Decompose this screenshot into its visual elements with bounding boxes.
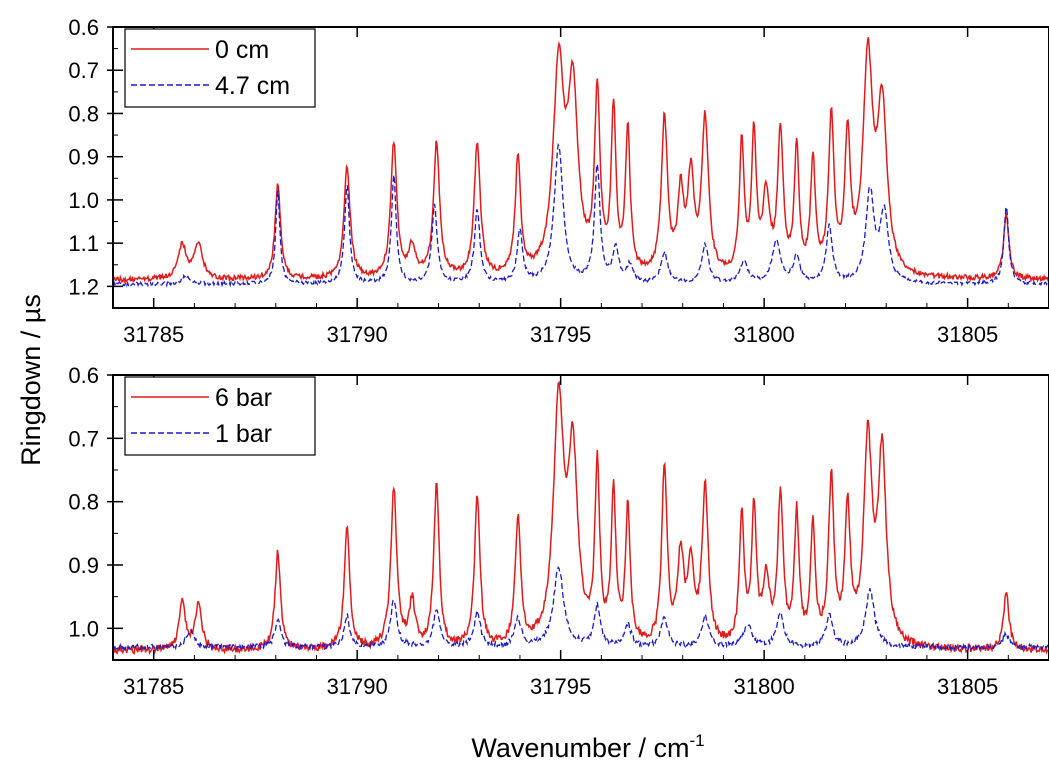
y-tick-label: 1.2 (68, 274, 99, 299)
x-axis-title: Wavenumber / cm-1 (471, 731, 704, 763)
x-tick-label: 31790 (327, 674, 388, 699)
plot-frame (112, 374, 1049, 661)
legend-label: 0 cm (215, 36, 269, 64)
x-tick-label: 31805 (937, 322, 998, 347)
legend: 0 cm 4.7 cm (124, 28, 316, 108)
y-tick-label: 1.1 (68, 231, 99, 256)
x-tick-label: 31790 (327, 322, 388, 347)
panel-top: 31785 31790 31795 31800 31805 0.6 0.7 0.8 0.9 1.0… (68, 15, 1049, 347)
x-tick-label: 31805 (937, 674, 998, 699)
y-tick-label: 0.6 (68, 15, 99, 40)
x-axis-title-base: Wavenumber / cm (471, 733, 689, 763)
y-tick-label: 1.0 (68, 616, 99, 641)
series-line-6-bar (113, 380, 1049, 656)
x-tick-label: 31795 (530, 322, 591, 347)
x-tick-label: 31785 (123, 674, 184, 699)
y-tick-label: 0.9 (68, 145, 99, 170)
series-line-0-cm (113, 37, 1049, 284)
legend-label: 6 bar (215, 384, 272, 412)
legend-box (124, 28, 316, 108)
y-tick-label: 0.8 (68, 101, 99, 126)
x-axis-title-sup: -1 (689, 731, 704, 750)
x-tick-label: 31800 (734, 322, 795, 347)
y-axis-title: Ringdown / µs (16, 294, 46, 466)
series-line-4-7-cm (113, 142, 1049, 288)
y-tick-label: 0.9 (68, 553, 99, 578)
y-tick-label: 1.0 (68, 188, 99, 213)
legend-label: 1 bar (215, 420, 272, 448)
legend-label: 4.7 cm (215, 72, 290, 100)
y-tick-label: 0.7 (68, 426, 99, 451)
legend-box (124, 376, 316, 456)
legend: 6 bar 1 bar (124, 376, 316, 456)
panel-bottom: 31785 31790 31795 31800 31805 0.6 0.7 0.8 0.9 1.0… (68, 363, 1049, 699)
x-tick-label: 31785 (123, 322, 184, 347)
x-tick-label: 31800 (734, 674, 795, 699)
plot-frame (112, 26, 1049, 309)
y-tick-label: 0.7 (68, 58, 99, 83)
x-tick-label: 31795 (530, 674, 591, 699)
y-tick-label: 0.8 (68, 490, 99, 515)
y-tick-label: 0.6 (68, 363, 99, 388)
